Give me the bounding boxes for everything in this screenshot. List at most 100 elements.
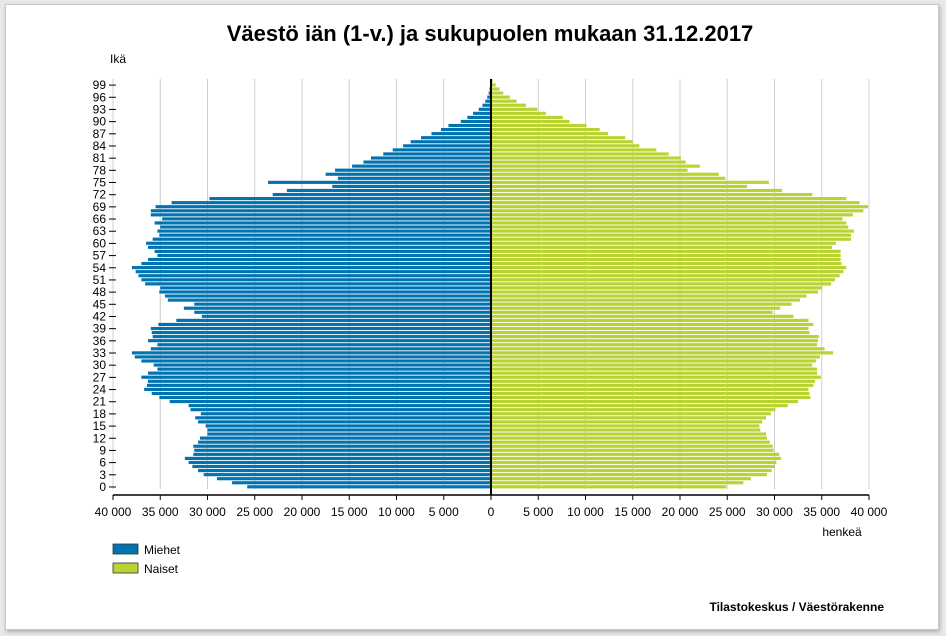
bar-men-age-77 [325,172,491,176]
bar-women-age-42 [491,314,794,318]
bar-women-age-83 [491,148,657,152]
bar-women-age-67 [491,213,853,217]
y-tick-label: 75 [93,176,107,190]
bar-men-age-4 [198,469,492,473]
y-tick-label: 78 [93,163,107,177]
bar-women-age-62 [491,233,852,237]
bar-men-age-62 [159,233,491,237]
bar-men-age-0 [247,485,491,489]
x-tick-label: 35 000 [803,505,840,519]
bar-women-age-21 [491,399,799,404]
bar-men-age-79 [352,164,491,168]
x-tick-label: 20 000 [284,505,321,519]
bar-men-age-63 [157,229,492,233]
bar-men-age-48 [159,290,491,294]
bar-men-age-91 [467,115,491,119]
bar-women-age-12 [491,436,767,440]
bar-men-age-49 [160,286,491,290]
y-tick-label: 63 [93,224,107,238]
bar-men-age-71 [209,197,491,201]
bar-women-age-98 [491,87,500,91]
bar-women-age-46 [491,298,801,302]
bar-women-age-29 [491,367,818,371]
bar-men-age-66 [162,217,491,221]
bar-men-age-13 [207,432,491,436]
bar-women-age-36 [491,339,818,343]
bar-women-age-81 [491,156,681,160]
bar-men-age-35 [157,343,492,347]
y-tick-label: 39 [93,322,107,336]
bar-men-age-43 [194,310,491,314]
y-tick-label: 12 [93,431,107,445]
bar-women-age-51 [491,278,835,282]
chart-frame: Väestö iän (1-v.) ja sukupuolen mukaan 3… [5,4,939,630]
bar-women-age-60 [491,241,836,245]
bar-men-age-59 [147,245,491,249]
bar-women-age-97 [491,91,504,95]
bar-women-age-61 [491,237,852,241]
y-tick-label: 6 [99,456,106,470]
bar-women-age-14 [491,428,761,432]
bar-men-age-95 [485,99,491,103]
bar-men-age-68 [150,209,492,213]
bar-men-age-94 [482,103,491,107]
x-tick-label: 30 000 [189,505,226,519]
bar-women-age-34 [491,347,825,351]
bar-women-age-77 [491,172,719,176]
y-tick-label: 99 [93,78,107,92]
y-axis-label: Ikä [110,52,126,66]
bar-men-age-58 [154,249,491,253]
bar-women-age-2 [491,477,751,481]
bar-women-age-25 [491,383,814,387]
bar-men-age-57 [157,253,492,258]
bar-men-age-52 [138,274,491,278]
bar-men-age-9 [194,448,491,452]
bar-men-age-92 [473,111,491,115]
bar-women-age-79 [491,164,700,168]
y-tick-label: 51 [93,273,107,287]
bar-women-age-76 [491,176,726,180]
bar-men-age-11 [198,440,492,444]
y-tick-label: 72 [93,188,107,202]
bar-men-age-29 [157,367,492,371]
bar-men-age-60 [146,241,491,245]
x-tick-label: 10 000 [567,505,604,519]
bar-women-age-87 [491,132,609,136]
x-tick-label: 15 000 [614,505,651,519]
y-tick-label: 24 [93,383,107,397]
bar-women-age-58 [491,249,841,253]
x-tick-label: 25 000 [236,505,273,519]
bar-women-age-50 [491,282,832,286]
bar-men-age-74 [332,184,491,189]
y-tick-label: 21 [93,395,107,409]
bar-women-age-82 [491,152,669,156]
bar-men-age-80 [363,160,491,164]
bar-men-age-76 [337,176,491,180]
bar-women-age-66 [491,217,843,221]
bar-men-age-87 [431,132,491,136]
bar-men-age-24 [144,387,491,391]
bar-men-age-90 [460,119,491,124]
bar-women-age-13 [491,432,766,436]
y-tick-label: 96 [93,90,107,104]
bar-women-age-86 [491,136,626,140]
y-tick-label: 69 [93,200,107,214]
bar-women-age-9 [491,448,774,452]
bar-men-age-8 [193,452,491,456]
x-axis-label: henkeä [822,525,862,539]
bar-women-age-89 [491,123,587,128]
bar-men-age-30 [153,363,491,367]
bar-men-age-93 [478,107,491,111]
bar-women-age-96 [491,95,510,99]
bar-women-age-93 [491,107,538,111]
bar-men-age-81 [370,156,491,160]
bar-women-age-22 [491,395,811,400]
bar-women-age-75 [491,180,769,184]
bar-men-age-65 [154,221,491,225]
bar-men-age-51 [141,278,491,282]
bar-men-age-72 [272,192,491,197]
y-tick-label: 33 [93,346,107,360]
bar-women-age-27 [491,375,821,379]
bar-men-age-69 [155,205,491,209]
bar-women-age-7 [491,456,782,460]
